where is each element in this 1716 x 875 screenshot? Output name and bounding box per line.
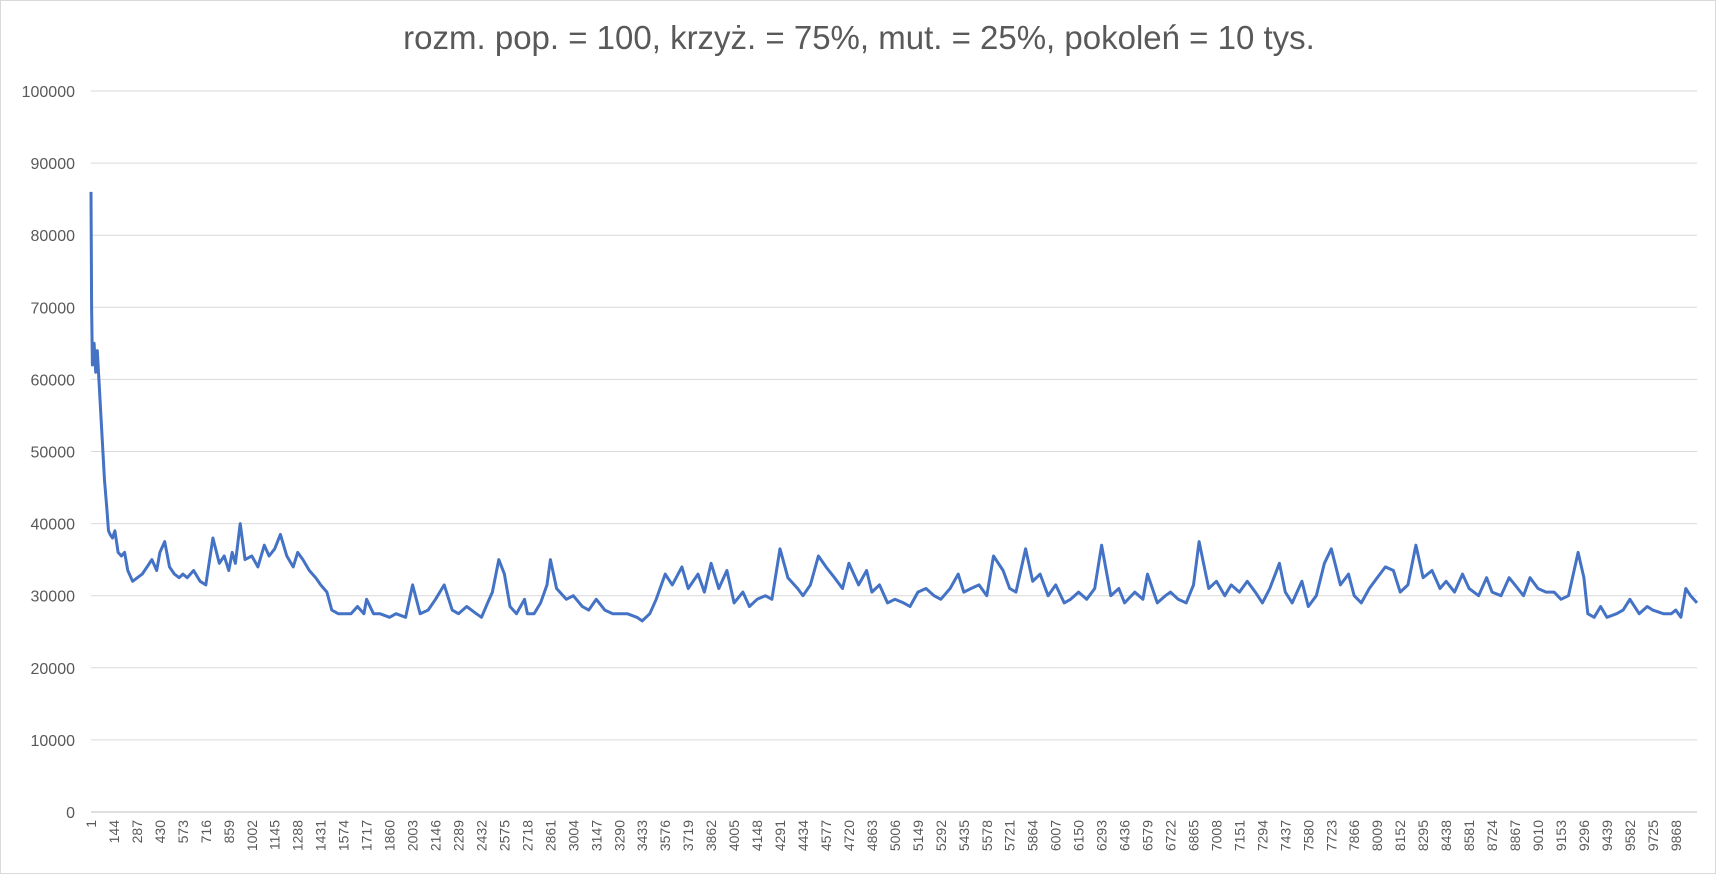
y-tick-label: 40000	[31, 517, 76, 534]
x-tick-label: 716	[198, 820, 214, 844]
y-tick-label: 30000	[31, 589, 76, 606]
x-tick-label: 5149	[910, 820, 926, 851]
x-tick-label: 6579	[1140, 820, 1156, 851]
x-tick-label: 8295	[1415, 820, 1431, 851]
x-tick-label: 4005	[726, 820, 742, 851]
x-tick-label: 3147	[588, 820, 604, 851]
x-tick-label: 5292	[933, 820, 949, 851]
x-tick-label: 5578	[979, 820, 995, 851]
x-tick-label: 4291	[772, 820, 788, 851]
x-tick-label: 8581	[1461, 820, 1477, 851]
x-tick-label: 4720	[841, 820, 857, 851]
x-tick-label: 7723	[1323, 820, 1339, 851]
x-tick-label: 2289	[450, 820, 466, 851]
x-tick-label: 8867	[1507, 820, 1523, 851]
x-tick-label: 3576	[657, 820, 673, 851]
x-tick-label: 1574	[336, 820, 352, 851]
x-tick-label: 5721	[1002, 820, 1018, 851]
x-tick-label: 9725	[1645, 820, 1661, 851]
x-tick-label: 1	[83, 820, 99, 828]
x-tick-label: 4148	[749, 820, 765, 851]
x-tick-label: 1860	[382, 820, 398, 851]
x-tick-label: 8152	[1392, 820, 1408, 851]
x-tick-label: 7294	[1254, 820, 1270, 851]
y-tick-label: 20000	[31, 661, 76, 678]
x-tick-label: 1288	[290, 820, 306, 851]
x-tick-label: 2718	[519, 820, 535, 851]
x-tick-label: 859	[221, 820, 237, 844]
x-tick-label: 2861	[542, 820, 558, 851]
x-tick-label: 8438	[1438, 820, 1454, 851]
x-tick-label: 2003	[405, 820, 421, 851]
x-tick-label: 9439	[1599, 820, 1615, 851]
x-tick-label: 4863	[864, 820, 880, 851]
x-tick-label: 6150	[1071, 820, 1087, 851]
x-tick-label: 3290	[611, 820, 627, 851]
y-tick-label: 60000	[31, 372, 76, 389]
x-tick-label: 8009	[1369, 820, 1385, 851]
chart-title: rozm. pop. = 100, krzyż. = 75%, mut. = 2…	[403, 19, 1315, 56]
x-tick-label: 2575	[496, 820, 512, 851]
series-layer	[89, 191, 1699, 623]
y-tick-label: 100000	[22, 84, 75, 101]
x-tick-label: 144	[106, 820, 122, 844]
x-tick-label: 7866	[1346, 820, 1362, 851]
x-tick-label: 7008	[1208, 820, 1224, 851]
y-axis-ticks: 0 10000 20000 30000 40000 50000 60000 70000 8000…	[22, 84, 75, 822]
x-tick-label: 573	[175, 820, 191, 844]
y-tick-label: 90000	[31, 156, 76, 173]
x-tick-label: 7580	[1300, 820, 1316, 851]
x-tick-label: 4577	[818, 820, 834, 851]
x-tick-label: 5006	[887, 820, 903, 851]
x-tick-label: 9153	[1553, 820, 1569, 851]
x-axis-ticks: 1 144 287 430 573 716 859 1002 1145 1288 1431 1574 1…	[83, 820, 1684, 851]
y-tick-label: 0	[66, 805, 75, 822]
x-tick-label: 4434	[795, 820, 811, 851]
x-tick-label: 3862	[703, 820, 719, 851]
x-tick-label: 3433	[634, 820, 650, 851]
x-tick-label: 1002	[244, 820, 260, 851]
x-tick-label: 6007	[1048, 820, 1064, 851]
x-tick-label: 6293	[1094, 820, 1110, 851]
x-tick-label: 6436	[1117, 820, 1133, 851]
x-tick-label: 287	[129, 820, 145, 844]
x-tick-label: 7437	[1277, 820, 1293, 851]
x-tick-label: 8724	[1484, 820, 1500, 851]
x-tick-label: 1431	[313, 820, 329, 851]
x-tick-label: 9010	[1530, 820, 1546, 851]
series-line-0	[89, 191, 1699, 623]
y-tick-label: 50000	[31, 445, 76, 462]
y-tick-label: 70000	[31, 300, 76, 317]
x-tick-label: 5864	[1025, 820, 1041, 851]
x-tick-label: 6865	[1185, 820, 1201, 851]
x-tick-label: 9582	[1622, 820, 1638, 851]
x-tick-label: 2146	[428, 820, 444, 851]
x-tick-label: 5435	[956, 820, 972, 851]
y-tick-label: 10000	[31, 733, 76, 750]
x-tick-label: 430	[152, 820, 168, 844]
x-tick-label: 9296	[1576, 820, 1592, 851]
x-tick-label: 3719	[680, 820, 696, 851]
x-tick-label: 7151	[1231, 820, 1247, 851]
x-tick-label: 2432	[473, 820, 489, 851]
x-tick-label: 1145	[267, 820, 283, 850]
x-tick-label: 1717	[359, 820, 375, 851]
y-tick-label: 80000	[31, 228, 76, 245]
gridlines	[91, 90, 1697, 813]
x-tick-label: 3004	[565, 820, 581, 851]
x-tick-label: 9868	[1668, 820, 1684, 851]
x-tick-label: 6722	[1163, 820, 1179, 851]
